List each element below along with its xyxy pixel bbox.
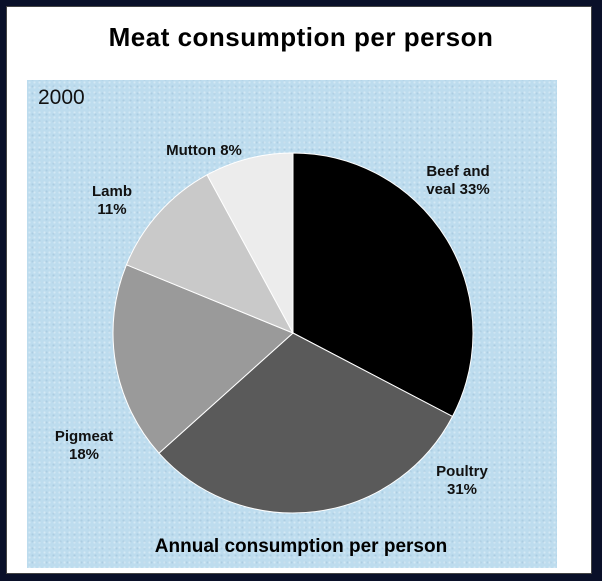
pie-slice-beef-and-veal: [292, 152, 474, 418]
pie-slices: [112, 152, 474, 514]
pie-slice-pigmeat: [112, 264, 294, 454]
pie-label-beef-and-veal: Beef and veal 33%: [426, 163, 489, 198]
pie-label-mutton: Mutton 8%: [166, 142, 242, 159]
pie-labels: Beef and veal 33% Poultry 31% Pigmeat 18% Lamb…: [55, 142, 490, 498]
pie-label-pigmeat: Pigmeat 18%: [55, 428, 113, 463]
pie-slice-poultry: [158, 332, 454, 514]
pie-slice-mutton: [206, 152, 294, 334]
pie-slice-lamb: [125, 174, 295, 334]
pie-label-poultry: Poultry 31%: [436, 463, 488, 498]
chart-caption: Annual consumption per person: [154, 536, 448, 557]
chart-subtitle-year: 2000: [38, 86, 85, 109]
chart-title: Meat consumption per person: [108, 22, 494, 52]
pie-label-lamb: Lamb 11%: [92, 183, 132, 218]
